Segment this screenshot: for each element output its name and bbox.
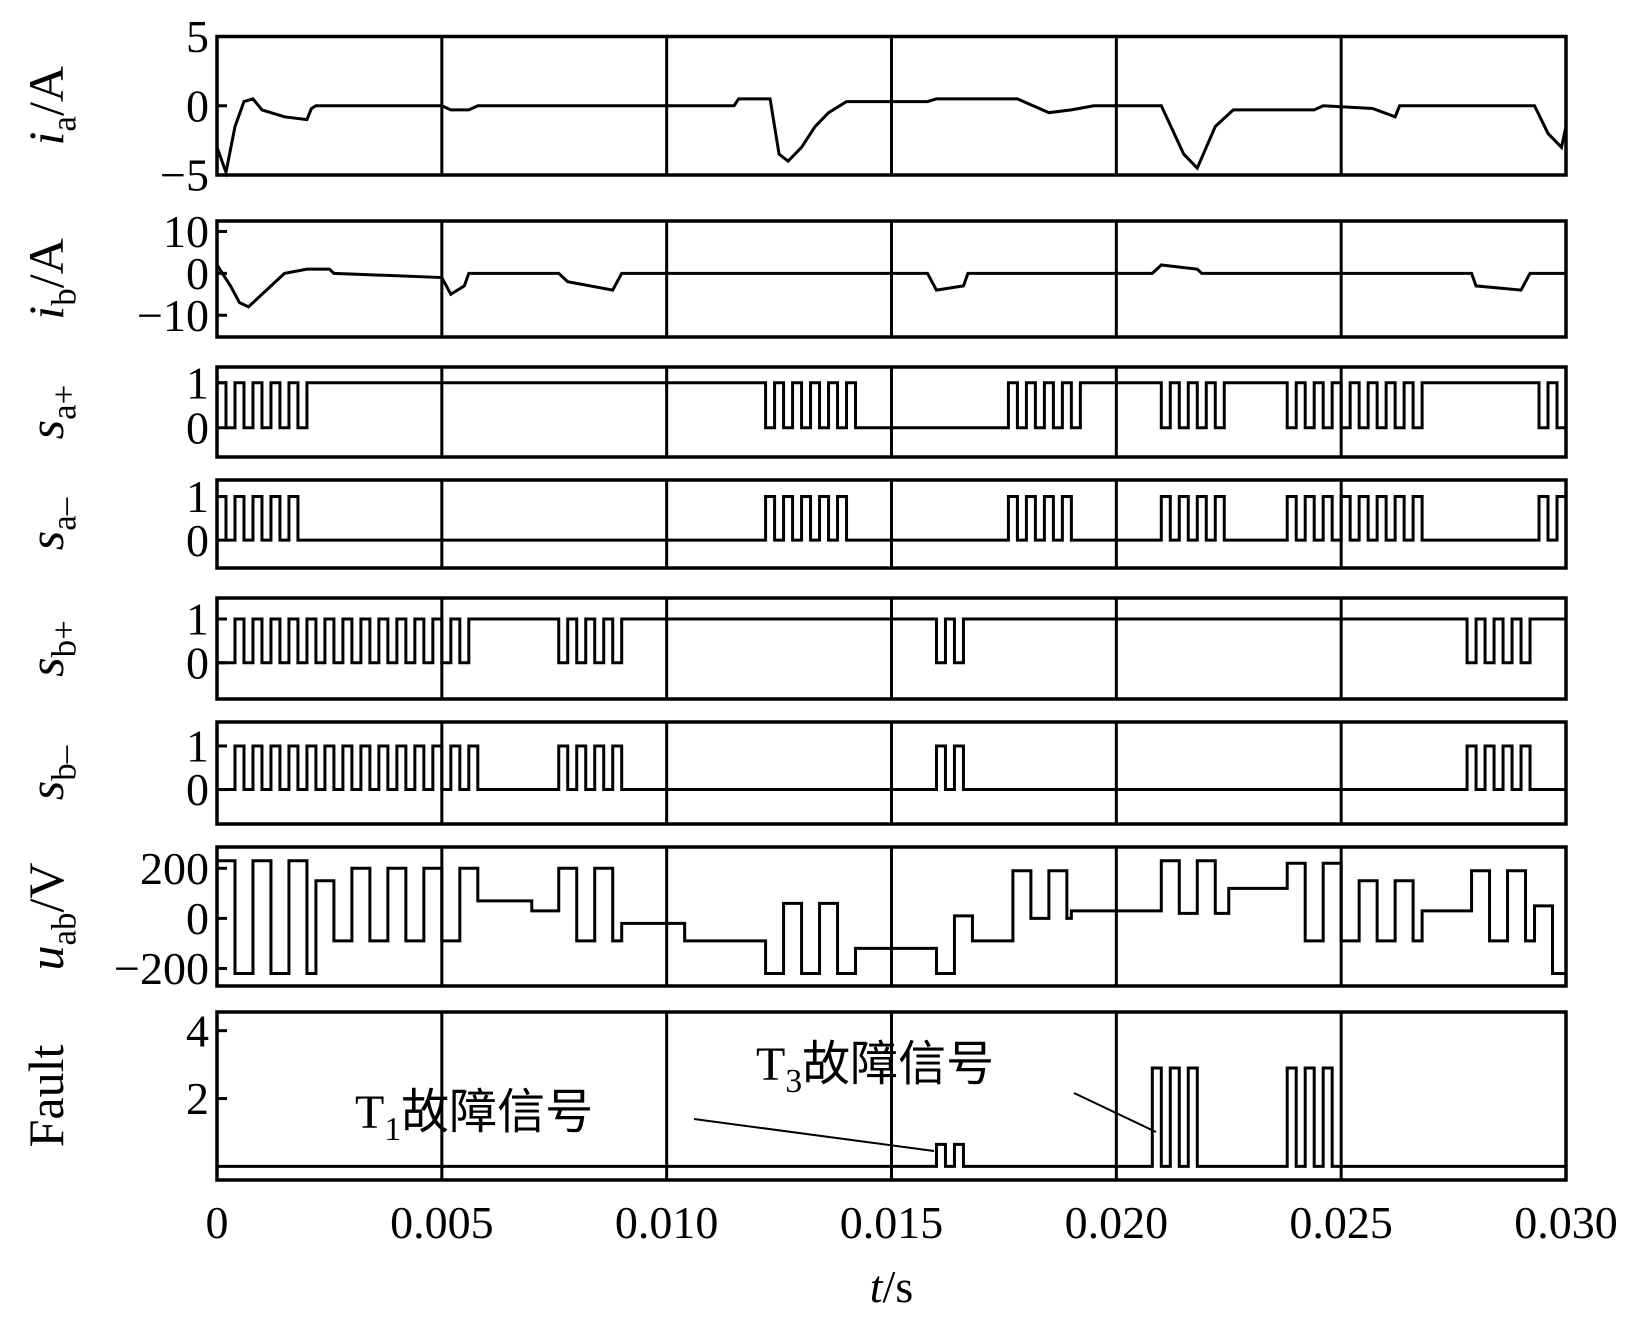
text-part: Fault — [18, 1045, 74, 1148]
y-tick-label: 10 — [163, 206, 209, 257]
plot-frame — [215, 1010, 1568, 1182]
text-part: T — [355, 1086, 384, 1139]
text-part: s — [18, 420, 74, 439]
y-tick-label: 0 — [186, 893, 209, 944]
text-part: i — [18, 132, 74, 146]
y-tick-label: 4 — [186, 1005, 209, 1056]
y-axis-label: sb+ — [18, 620, 84, 677]
y-tick-label: −10 — [137, 290, 209, 341]
signal-line — [217, 744, 1566, 792]
text-part: /A — [18, 66, 74, 116]
text-part: b– — [45, 745, 84, 781]
annotation-pointer — [693, 1118, 935, 1152]
text-part: s — [18, 781, 74, 800]
plot-frame — [215, 596, 1568, 701]
y-tick-label: 5 — [186, 11, 209, 62]
y-tick-label: 0 — [186, 80, 209, 131]
y-tick-label: 1 — [186, 594, 209, 645]
text-part: t — [870, 1261, 884, 1312]
y-tick-label: 0 — [186, 515, 209, 566]
text-part: a– — [45, 497, 84, 531]
signal-line — [217, 381, 1568, 430]
text-part: s — [18, 657, 74, 676]
text-part: s — [18, 531, 74, 550]
y-tick-label: 1 — [186, 471, 209, 522]
text-part: i — [18, 306, 74, 320]
y-axis-label: ib/A — [18, 238, 84, 319]
signal-line — [217, 1066, 1566, 1168]
signal-line — [215, 97, 1568, 178]
x-tick-label: 0.010 — [615, 1197, 719, 1248]
y-tick-label: 0 — [186, 248, 209, 299]
annotation: T1故障信号 — [355, 1086, 593, 1148]
y-tick-label: 0 — [186, 637, 209, 688]
x-axis-label: t/s — [870, 1261, 913, 1312]
plot-frame — [215, 365, 1568, 459]
signal-line — [215, 263, 1566, 309]
x-tick-label: 0.005 — [390, 1197, 494, 1248]
y-tick-label: −5 — [160, 150, 209, 201]
x-tick-label: 0.020 — [1065, 1197, 1169, 1248]
y-tick-label: 1 — [186, 721, 209, 772]
y-axis-label: sb– — [18, 745, 84, 800]
text-part: T — [756, 1038, 785, 1091]
x-tick-label: 0.015 — [840, 1197, 944, 1248]
text-part: b — [45, 288, 84, 306]
plot-frame — [215, 219, 1568, 339]
y-axis-label: sa+ — [18, 385, 84, 440]
text-part: /A — [18, 238, 74, 288]
text-part: 故障信号 — [802, 1038, 994, 1091]
text-part: /s — [883, 1261, 914, 1312]
y-tick-label: −200 — [114, 943, 209, 994]
y-tick-label: 2 — [186, 1073, 209, 1124]
signal-line — [217, 495, 1568, 542]
y-tick-label: 1 — [186, 357, 209, 408]
y-axis-label: uab/V — [18, 862, 84, 970]
x-tick-label: 0 — [206, 1197, 229, 1248]
text-part: u — [18, 946, 74, 971]
plot-frame — [215, 34, 1568, 177]
y-tick-label: 0 — [186, 402, 209, 453]
x-tick-label: 0.025 — [1289, 1197, 1393, 1248]
signal-line — [217, 617, 1566, 665]
plot-frame — [215, 720, 1568, 826]
text-part: 1 — [384, 1111, 401, 1148]
y-axis-label: sa– — [18, 497, 84, 550]
text-part: 3 — [785, 1063, 802, 1100]
y-tick-label: 0 — [186, 764, 209, 815]
text-part: a — [45, 116, 84, 132]
text-part: a+ — [45, 385, 84, 420]
text-part: /V — [18, 862, 74, 912]
x-tick-label: 0.030 — [1514, 1197, 1618, 1248]
signal-line — [217, 859, 1568, 975]
plot-frame — [215, 845, 1568, 988]
text-part: b+ — [45, 620, 84, 657]
text-part: ab — [45, 912, 84, 945]
annotation-pointer — [1073, 1092, 1157, 1133]
y-axis-label: ia/A — [18, 66, 84, 145]
annotation: T3故障信号 — [756, 1038, 994, 1100]
text-part: 故障信号 — [401, 1086, 593, 1139]
y-axis-label: Fault — [18, 1045, 74, 1148]
plot-frame — [215, 478, 1568, 570]
y-tick-label: 200 — [140, 843, 209, 894]
